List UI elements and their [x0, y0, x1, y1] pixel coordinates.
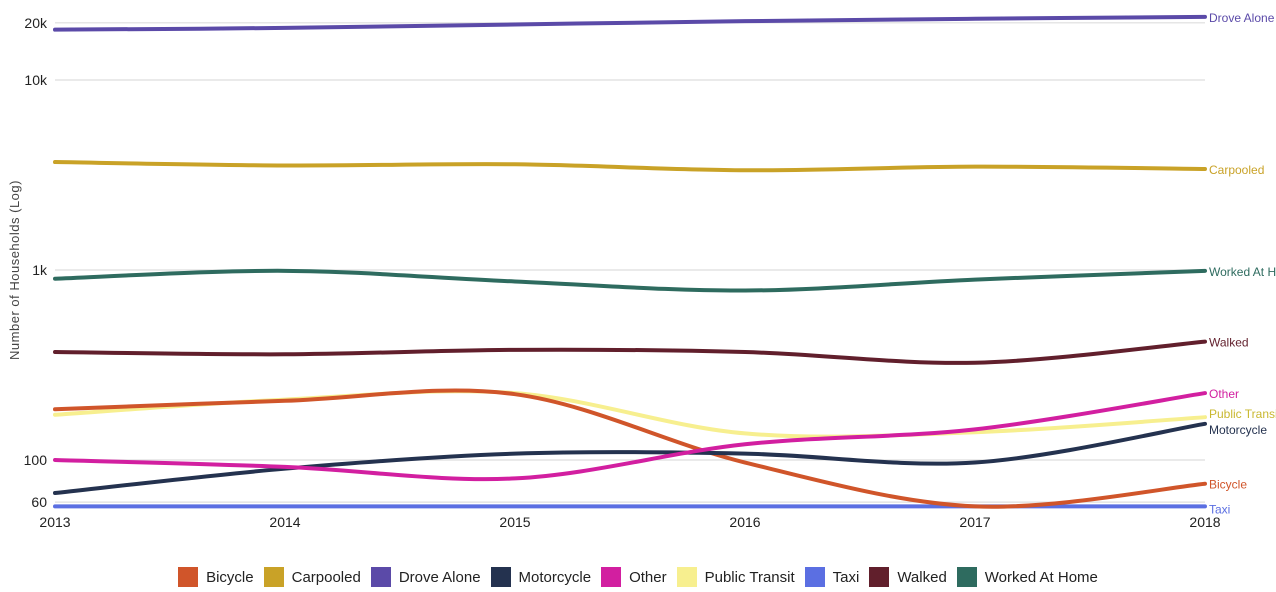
y-tick-label: 100 — [24, 452, 48, 468]
legend-item-public-transit[interactable]: Public Transit — [676, 567, 795, 587]
x-tick-label: 2018 — [1189, 514, 1220, 530]
series-line-walked — [53, 339, 1207, 365]
legend-swatch — [263, 567, 284, 587]
grid-lines — [55, 22, 1205, 506]
legend-swatch — [490, 567, 511, 587]
x-axis: 2013 2014 2015 2016 2017 2018 — [39, 514, 1220, 530]
y-tick-label: 1k — [32, 262, 48, 278]
series-end-label-carpooled: Carpooled — [1209, 163, 1264, 177]
series-end-label-other: Other — [1209, 387, 1239, 401]
series-lines — [53, 14, 1207, 509]
legend-item-taxi[interactable]: Taxi — [804, 567, 860, 587]
x-tick-label: 2015 — [499, 514, 530, 530]
legend-swatch — [676, 567, 697, 587]
series-end-label-taxi: Taxi — [1209, 502, 1230, 516]
legend-item-worked-at-home[interactable]: Worked At Home — [956, 567, 1098, 587]
legend-label: Bicycle — [206, 568, 254, 586]
legend-item-other[interactable]: Other — [601, 567, 667, 587]
legend-label: Walked — [897, 568, 947, 586]
legend-label: Public Transit — [704, 568, 795, 586]
legend-item-carpooled[interactable]: Carpooled — [263, 567, 361, 587]
series-line-other — [53, 391, 1207, 482]
x-tick-label: 2013 — [39, 514, 70, 530]
y-tick-label: 20k — [24, 15, 48, 31]
legend-label: Carpooled — [291, 568, 361, 586]
legend-label: Motorcycle — [518, 568, 592, 586]
legend-swatch — [601, 567, 622, 587]
legend-label: Drove Alone — [398, 568, 481, 586]
line-chart: 60 100 1k 10k 20k 2013 2014 2015 2016 2017 2018 T… — [7, 11, 1276, 530]
legend-item-bicycle[interactable]: Bicycle — [178, 567, 254, 587]
y-tick-label: 10k — [24, 72, 48, 88]
series-end-label-bicycle: Bicycle — [1209, 478, 1247, 492]
series-end-label-worked-at-home: Worked At Home — [1209, 265, 1276, 279]
legend-swatch — [370, 567, 391, 587]
series-line-worked-at-home — [53, 268, 1207, 293]
x-tick-label: 2016 — [729, 514, 760, 530]
y-axis-title: Number of Households (Log) — [7, 180, 22, 360]
x-tick-label: 2017 — [959, 514, 990, 530]
series-end-label-drove-alone: Drove Alone — [1209, 11, 1275, 25]
legend-label: Taxi — [832, 568, 860, 586]
y-tick-label: 60 — [31, 494, 47, 510]
series-end-label-walked: Walked — [1209, 336, 1249, 350]
x-tick-label: 2014 — [269, 514, 300, 530]
y-axis: 60 100 1k 10k 20k — [24, 15, 48, 510]
legend-label: Worked At Home — [984, 568, 1098, 586]
legend-swatch — [869, 567, 890, 587]
series-line-bicycle — [53, 388, 1207, 509]
series-line-drove-alone — [53, 14, 1207, 32]
legend-item-drove-alone[interactable]: Drove Alone — [370, 567, 481, 587]
series-line-motorcycle — [53, 421, 1207, 496]
legend-item-motorcycle[interactable]: Motorcycle — [490, 567, 592, 587]
legend-swatch — [178, 567, 199, 587]
legend: Bicycle Carpooled Drove Alone Motorcycle Oth… — [0, 562, 1276, 592]
series-line-public-transit — [53, 389, 1207, 439]
series-end-labels: Taxi Drove Alone Carpooled Worked At Home Wa… — [1209, 11, 1276, 517]
legend-swatch — [804, 567, 825, 587]
series-end-label-public-transit: Public Transit — [1209, 407, 1276, 421]
series-line-carpooled — [53, 160, 1207, 173]
legend-item-walked[interactable]: Walked — [869, 567, 947, 587]
legend-label: Other — [629, 568, 667, 586]
series-end-label-motorcycle: Motorcycle — [1209, 423, 1267, 437]
legend-swatch — [956, 567, 977, 587]
